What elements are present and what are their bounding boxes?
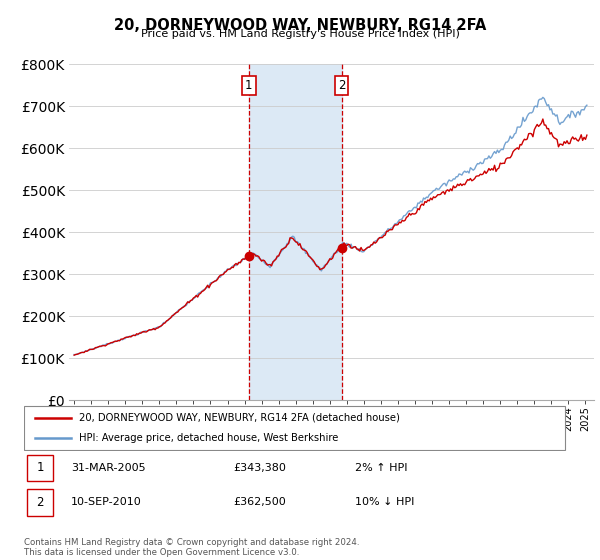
Text: 2: 2 (338, 79, 346, 92)
Text: 2% ↑ HPI: 2% ↑ HPI (355, 463, 408, 473)
FancyBboxPatch shape (24, 406, 565, 450)
Text: HPI: Average price, detached house, West Berkshire: HPI: Average price, detached house, West… (79, 433, 338, 443)
Text: 20, DORNEYWOOD WAY, NEWBURY, RG14 2FA: 20, DORNEYWOOD WAY, NEWBURY, RG14 2FA (114, 18, 486, 33)
Text: 1: 1 (36, 461, 44, 474)
Text: 10% ↓ HPI: 10% ↓ HPI (355, 497, 415, 507)
Text: 2: 2 (36, 496, 44, 508)
Text: 10-SEP-2010: 10-SEP-2010 (71, 497, 142, 507)
Text: £343,380: £343,380 (234, 463, 287, 473)
Bar (249, 64, 342, 400)
Text: 1: 1 (245, 79, 253, 92)
FancyBboxPatch shape (27, 455, 53, 481)
Text: 31-MAR-2005: 31-MAR-2005 (71, 463, 146, 473)
Text: Contains HM Land Registry data © Crown copyright and database right 2024.
This d: Contains HM Land Registry data © Crown c… (24, 538, 359, 557)
Text: £362,500: £362,500 (234, 497, 287, 507)
Text: Price paid vs. HM Land Registry's House Price Index (HPI): Price paid vs. HM Land Registry's House … (140, 29, 460, 39)
Text: 20, DORNEYWOOD WAY, NEWBURY, RG14 2FA (detached house): 20, DORNEYWOOD WAY, NEWBURY, RG14 2FA (d… (79, 413, 400, 423)
FancyBboxPatch shape (27, 489, 53, 516)
